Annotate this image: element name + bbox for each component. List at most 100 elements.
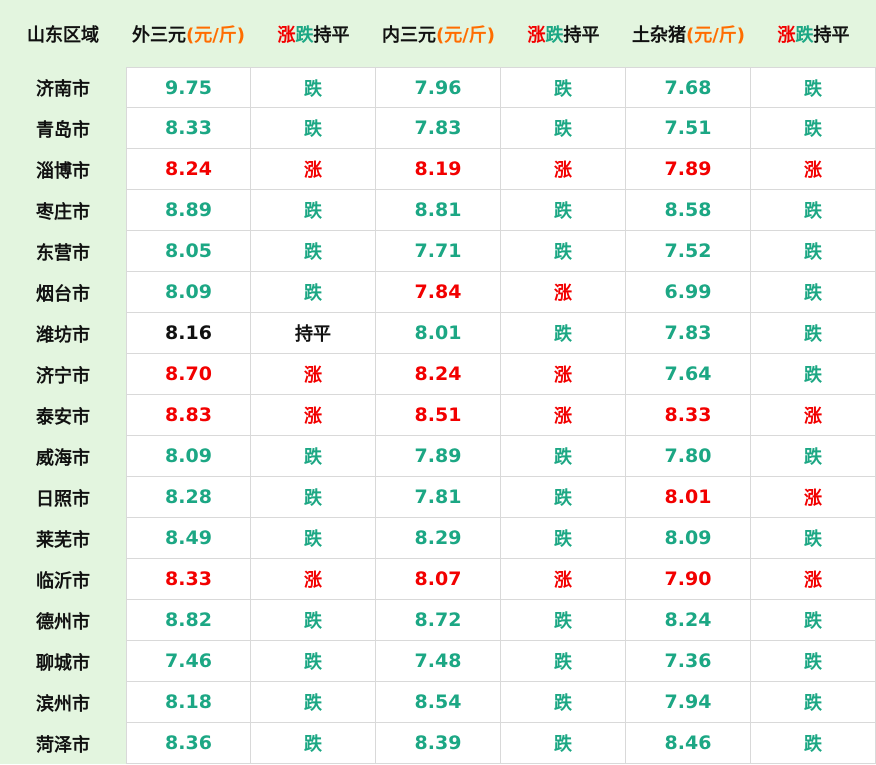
price-value: 7.90 bbox=[626, 559, 751, 600]
trend-value: 涨 bbox=[501, 559, 626, 600]
fall-label: 跌 bbox=[295, 24, 314, 46]
price-value: 8.09 bbox=[626, 518, 751, 559]
trend-value: 涨 bbox=[251, 149, 376, 190]
trend-value: 跌 bbox=[251, 436, 376, 477]
price-value: 8.09 bbox=[126, 272, 251, 313]
trend-value: 跌 bbox=[501, 67, 626, 108]
price-value: 7.96 bbox=[376, 67, 501, 108]
price-value: 7.68 bbox=[626, 67, 751, 108]
price-value: 8.46 bbox=[626, 723, 751, 764]
trend-value: 涨 bbox=[751, 477, 876, 518]
price-value: 7.52 bbox=[626, 231, 751, 272]
price-value: 8.33 bbox=[626, 395, 751, 436]
price-value: 6.99 bbox=[626, 272, 751, 313]
trend-value: 跌 bbox=[501, 641, 626, 682]
price-value: 8.89 bbox=[126, 190, 251, 231]
price-value: 7.83 bbox=[376, 108, 501, 149]
price-value: 8.01 bbox=[376, 313, 501, 354]
price-value: 8.24 bbox=[626, 600, 751, 641]
price-value: 8.72 bbox=[376, 600, 501, 641]
trend-value: 涨 bbox=[501, 354, 626, 395]
city-name: 临沂市 bbox=[0, 559, 126, 600]
price-value: 7.51 bbox=[626, 108, 751, 149]
trend-value: 跌 bbox=[501, 600, 626, 641]
trend-value: 跌 bbox=[501, 108, 626, 149]
trend-column-header: 涨跌持平 bbox=[251, 0, 376, 67]
price-value: 8.82 bbox=[126, 600, 251, 641]
column-name: 内三元 bbox=[381, 24, 436, 46]
trend-value: 跌 bbox=[501, 313, 626, 354]
trend-value: 跌 bbox=[501, 477, 626, 518]
price-value: 8.58 bbox=[626, 190, 751, 231]
trend-value: 持平 bbox=[251, 313, 376, 354]
trend-column-header: 涨跌持平 bbox=[501, 0, 626, 67]
price-value: 8.01 bbox=[626, 477, 751, 518]
trend-value: 涨 bbox=[251, 354, 376, 395]
trend-value: 涨 bbox=[501, 395, 626, 436]
trend-value: 跌 bbox=[501, 190, 626, 231]
trend-value: 涨 bbox=[751, 395, 876, 436]
price-value: 8.28 bbox=[126, 477, 251, 518]
trend-value: 跌 bbox=[751, 231, 876, 272]
column-unit: (元/斤) bbox=[185, 24, 246, 46]
fall-label: 跌 bbox=[795, 24, 814, 46]
price-value: 8.19 bbox=[376, 149, 501, 190]
column-name: 外三元 bbox=[131, 24, 186, 46]
trend-value: 跌 bbox=[751, 190, 876, 231]
trend-value: 跌 bbox=[501, 682, 626, 723]
city-name: 济南市 bbox=[0, 67, 126, 108]
price-column-header: 外三元 (元/斤) bbox=[126, 0, 251, 67]
price-value: 7.83 bbox=[626, 313, 751, 354]
region-header: 山东区域 bbox=[0, 0, 126, 67]
trend-value: 跌 bbox=[751, 272, 876, 313]
price-value: 8.39 bbox=[376, 723, 501, 764]
flat-label: 持平 bbox=[563, 24, 600, 46]
trend-value: 涨 bbox=[751, 149, 876, 190]
trend-value: 跌 bbox=[251, 108, 376, 149]
price-value: 8.51 bbox=[376, 395, 501, 436]
city-name: 烟台市 bbox=[0, 272, 126, 313]
price-value: 7.64 bbox=[626, 354, 751, 395]
price-value: 8.05 bbox=[126, 231, 251, 272]
city-name: 淄博市 bbox=[0, 149, 126, 190]
city-name: 东营市 bbox=[0, 231, 126, 272]
trend-value: 涨 bbox=[501, 149, 626, 190]
price-value: 8.16 bbox=[126, 313, 251, 354]
city-name: 济宁市 bbox=[0, 354, 126, 395]
city-name: 菏泽市 bbox=[0, 723, 126, 764]
price-value: 8.33 bbox=[126, 108, 251, 149]
city-name: 枣庄市 bbox=[0, 190, 126, 231]
city-name: 德州市 bbox=[0, 600, 126, 641]
rise-label: 涨 bbox=[277, 24, 296, 46]
price-column-header: 土杂猪 (元/斤) bbox=[626, 0, 751, 67]
city-name: 日照市 bbox=[0, 477, 126, 518]
flat-label: 持平 bbox=[313, 24, 350, 46]
trend-value: 跌 bbox=[501, 723, 626, 764]
rise-label: 涨 bbox=[527, 24, 546, 46]
trend-value: 跌 bbox=[251, 600, 376, 641]
price-value: 7.80 bbox=[626, 436, 751, 477]
city-name: 潍坊市 bbox=[0, 313, 126, 354]
trend-value: 跌 bbox=[751, 641, 876, 682]
trend-value: 跌 bbox=[251, 272, 376, 313]
trend-value: 跌 bbox=[251, 190, 376, 231]
trend-column-header: 涨跌持平 bbox=[751, 0, 876, 67]
trend-value: 跌 bbox=[251, 723, 376, 764]
trend-value: 涨 bbox=[251, 395, 376, 436]
price-value: 8.09 bbox=[126, 436, 251, 477]
price-value: 7.89 bbox=[376, 436, 501, 477]
trend-value: 跌 bbox=[251, 518, 376, 559]
price-value: 8.07 bbox=[376, 559, 501, 600]
price-value: 8.36 bbox=[126, 723, 251, 764]
price-value: 8.24 bbox=[126, 149, 251, 190]
trend-value: 跌 bbox=[751, 108, 876, 149]
city-name: 聊城市 bbox=[0, 641, 126, 682]
column-unit: (元/斤) bbox=[685, 24, 746, 46]
trend-value: 跌 bbox=[251, 641, 376, 682]
trend-value: 跌 bbox=[501, 518, 626, 559]
price-value: 8.81 bbox=[376, 190, 501, 231]
city-name: 泰安市 bbox=[0, 395, 126, 436]
price-value: 8.33 bbox=[126, 559, 251, 600]
column-name: 土杂猪 bbox=[631, 24, 686, 46]
